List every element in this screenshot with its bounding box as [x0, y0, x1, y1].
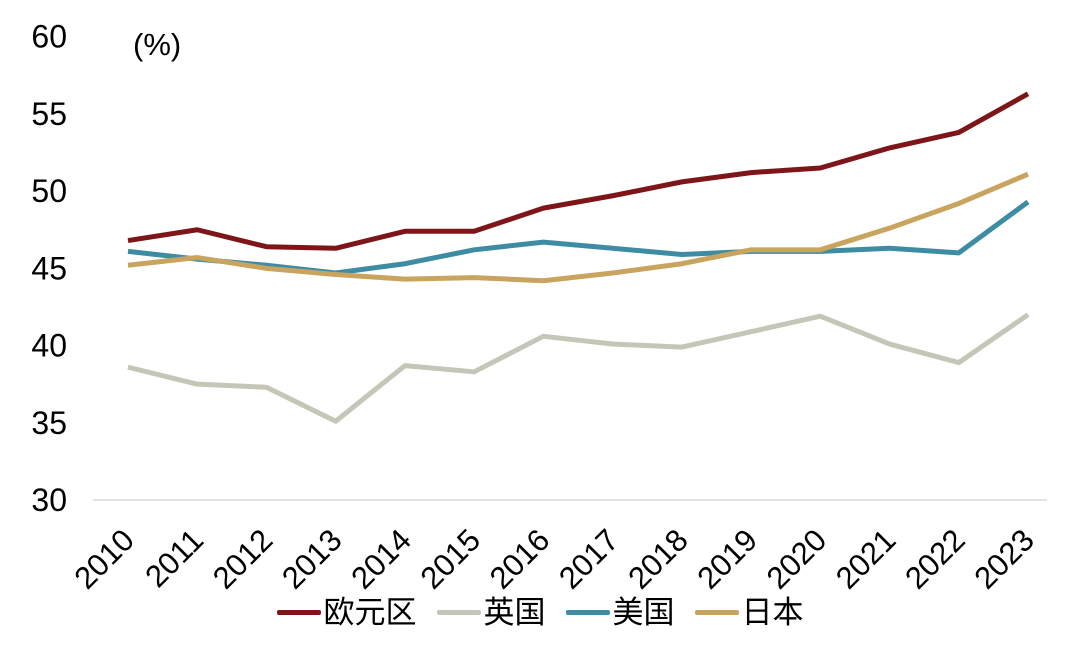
legend-item-us: 美国: [565, 595, 675, 630]
x-axis-tick-label: 2020: [760, 522, 834, 596]
chart-legend: 欧元区 英国 美国 日本: [0, 597, 1080, 628]
y-axis-tick-label: 40: [31, 328, 67, 364]
x-axis-tick-label: 2011: [138, 522, 210, 594]
x-axis-tick-label: 2015: [414, 522, 488, 596]
legend-label-us: 美国: [612, 595, 675, 630]
y-axis-tick-label: 60: [31, 19, 67, 55]
x-axis-tick-label: 2017: [552, 522, 626, 596]
legend-item-japan: 日本: [694, 595, 804, 630]
y-axis-tick-label: 45: [31, 250, 67, 286]
series-line-eurozone: [127, 91, 1030, 251]
legend-swatch-eurozone: [276, 610, 321, 615]
y-axis-tick-label: 30: [31, 482, 67, 518]
y-axis-tick-label: 35: [31, 405, 67, 441]
legend-swatch-uk: [436, 610, 481, 615]
legend-label-japan: 日本: [741, 595, 804, 630]
x-axis-tick-label: 2021: [829, 522, 903, 596]
series-line-us: [127, 199, 1030, 276]
legend-label-uk: 英国: [483, 595, 546, 630]
x-axis-tick-label: 2022: [898, 522, 972, 596]
series-line-uk: [127, 312, 1030, 424]
y-axis-tick-label: 50: [31, 173, 67, 209]
x-axis-tick-label: 2018: [621, 522, 695, 596]
y-axis-unit-label: (%): [133, 27, 181, 62]
y-axis-tick-label: 55: [31, 96, 67, 132]
x-axis-tick-label: 2012: [206, 522, 280, 596]
legend-item-eurozone: 欧元区: [276, 595, 417, 630]
x-axis-tick-label: 2023: [967, 522, 1041, 596]
x-axis-tick-label: 2016: [483, 522, 557, 596]
x-axis-tick-label: 2010: [67, 522, 141, 596]
legend-swatch-japan: [694, 610, 739, 615]
x-axis-tick-label: 2013: [275, 522, 349, 596]
x-axis-tick-label: 2019: [691, 522, 765, 596]
legend-label-eurozone: 欧元区: [323, 595, 417, 630]
legend-swatch-us: [565, 610, 610, 615]
series-line-japan: [127, 171, 1029, 284]
x-axis-tick-label: 2014: [344, 522, 418, 596]
legend-item-uk: 英国: [436, 595, 546, 630]
